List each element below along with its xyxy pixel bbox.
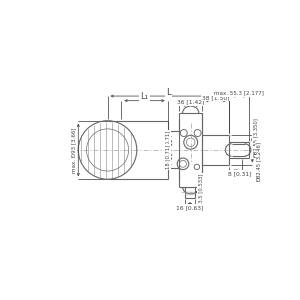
Text: Ð13.5 [0.533]: Ð13.5 [0.533] <box>198 174 203 211</box>
Text: L: L <box>166 88 171 97</box>
Text: 18 [0.71]: 18 [0.71] <box>165 145 170 169</box>
Text: 36 [1.42]: 36 [1.42] <box>177 100 205 105</box>
Text: Ð82.45 [3.246]: Ð82.45 [3.246] <box>257 142 262 182</box>
Text: Ð82.55 [3.350]: Ð82.55 [3.350] <box>253 118 258 158</box>
Text: 18 [0.71]: 18 [0.71] <box>165 131 170 155</box>
Text: L₁: L₁ <box>140 92 148 101</box>
Text: max. Ð93 [3.66]: max. Ð93 [3.66] <box>71 127 76 173</box>
Text: max. 55.3 [2.177]: max. 55.3 [2.177] <box>214 91 264 95</box>
Text: 38 [1.50]: 38 [1.50] <box>202 95 230 100</box>
Text: 16 [0.63]: 16 [0.63] <box>176 205 204 210</box>
Text: 8 [0.31]: 8 [0.31] <box>228 171 251 176</box>
